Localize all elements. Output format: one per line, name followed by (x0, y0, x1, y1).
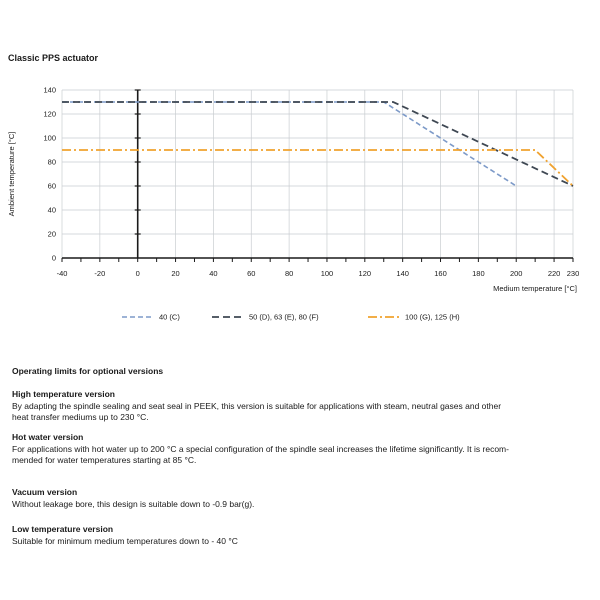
section-vacuum: Vacuum version Without leakage bore, thi… (12, 487, 598, 510)
section-heading: Vacuum version (12, 487, 78, 497)
tick-label: 40 (C) (159, 313, 180, 322)
page-title: Classic PPS actuator (8, 53, 99, 63)
tick-label: 100 (321, 269, 334, 278)
section-body: Suitable for minimum medium temperatures… (12, 535, 238, 546)
tick-label: 50 (D), 63 (E), 80 (F) (249, 313, 319, 322)
tick-label: 180 (472, 269, 485, 278)
tick-label: -20 (94, 269, 105, 278)
tick-label: 140 (43, 86, 56, 95)
section-heading: High temperature version (12, 389, 115, 399)
tick-label: -40 (57, 269, 68, 278)
tick-label: Ambient temperature [°C] (7, 132, 16, 217)
tick-label: 80 (285, 269, 293, 278)
section-heading: Hot water version (12, 432, 84, 442)
tick-label: 20 (171, 269, 179, 278)
tick-label: 60 (247, 269, 255, 278)
tick-label: Medium temperature [°C] (493, 284, 577, 293)
tick-label: 0 (136, 269, 140, 278)
tick-label: 200 (510, 269, 523, 278)
tick-label: 230 (567, 269, 580, 278)
section-body: Without leakage bore, this design is sui… (12, 498, 255, 509)
section-body: For applications with hot water up to 20… (12, 443, 509, 466)
tick-label: 60 (48, 182, 56, 191)
tick-label: 100 (G), 125 (H) (405, 313, 460, 322)
chart-canvas: -40 -20 0 20 40 60 80 100 120 140 160 180 200 220 230 0… (7, 86, 580, 322)
tick-label: 40 (209, 269, 217, 278)
section-heading: Low temperature version (12, 524, 114, 534)
section-high-temperature: High temperature version By adapting the… (12, 389, 598, 424)
tick-label: 220 (548, 269, 561, 278)
tick-label: 20 (48, 230, 56, 239)
tick-label: 140 (396, 269, 409, 278)
series-line-1 (62, 101, 574, 187)
tick-label: 80 (48, 158, 56, 167)
tick-label: 40 (48, 206, 56, 215)
tick-label: 120 (43, 110, 56, 119)
section-low-temperature: Low temperature version Suitable for min… (12, 524, 598, 547)
tick-label: 160 (434, 269, 447, 278)
temperature-limit-chart: -40 -20 0 20 40 60 80 100 120 140 160 180 200 220 230 0… (0, 80, 600, 330)
tick-label: 120 (359, 269, 372, 278)
section-intro-heading: Operating limits for optional versions (12, 366, 164, 376)
series-line-2 (62, 149, 574, 187)
section-body: By adapting the spindle sealing and seat… (12, 400, 502, 423)
tick-label: 100 (43, 134, 56, 143)
tick-label: 0 (52, 254, 56, 263)
section-hot-water: Hot water version For applications with … (12, 432, 598, 467)
